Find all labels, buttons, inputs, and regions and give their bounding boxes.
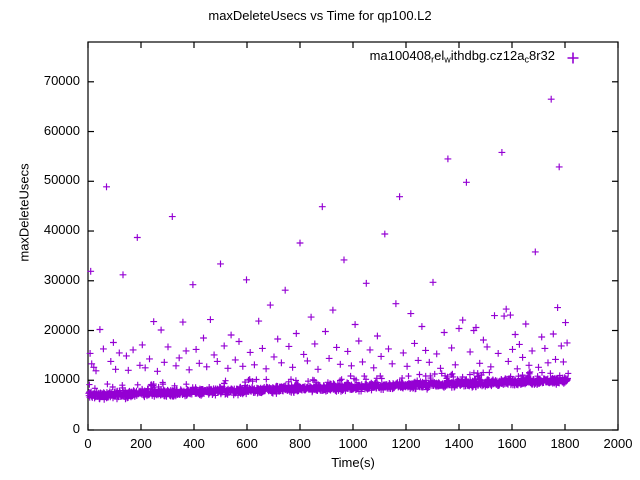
legend-text-sub-2: w [444, 54, 451, 65]
y-tick-label: 60000 [43, 122, 80, 138]
x-tick-label: 200 [130, 436, 152, 451]
legend-text-part-2: el [434, 48, 445, 63]
plot-border [87, 41, 619, 431]
legend-text-part-3: ithdbg.cz12a [450, 48, 525, 63]
x-tick-label: 1600 [497, 436, 527, 451]
y-tick-label: 0 [72, 421, 80, 436]
x-tick-label: 2000 [603, 436, 633, 451]
x-tick-label: 400 [183, 436, 205, 451]
y-tick-label: 10000 [43, 371, 80, 387]
legend-marker-plus-icon [567, 52, 579, 64]
page-title: maxDeleteUsecs vs Time for qp100.L2 [208, 8, 432, 23]
x-tick-label: 600 [236, 436, 258, 451]
x-tick-label: 1000 [338, 436, 368, 451]
legend-entry-label: ma100408relwithdbg.cz12ac8r32 [370, 48, 555, 65]
y-tick-label: 40000 [43, 222, 80, 238]
x-tick-label: 0 [84, 436, 92, 451]
y-tick-label: 50000 [43, 172, 80, 188]
x-tick-label: 1800 [550, 436, 580, 451]
legend-text-part-1: ma100408 [369, 48, 432, 63]
y-tick-label: 30000 [43, 271, 80, 287]
legend-text-sub-1: r [431, 54, 435, 65]
x-tick-label: 800 [289, 436, 311, 451]
y-tick-label: 20000 [43, 321, 80, 337]
y-tick-label: 70000 [43, 72, 80, 88]
legend-text-part-4: 8r32 [528, 48, 555, 63]
x-tick-label: 1200 [391, 436, 421, 451]
data-point-group [85, 95, 572, 403]
x-tick-label: 1400 [444, 436, 474, 451]
legend-text-sub-3: c [524, 54, 529, 65]
x-axis-title: Time(s) [331, 455, 375, 470]
